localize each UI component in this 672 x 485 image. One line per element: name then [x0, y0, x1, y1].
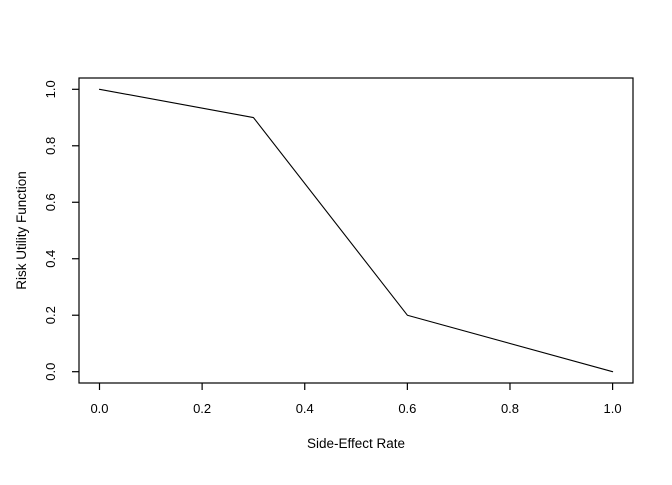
x-tick-label: 0.4	[296, 401, 314, 416]
y-tick-label: 0.8	[43, 137, 58, 155]
x-tick-label: 0.0	[90, 401, 108, 416]
x-tick-label: 1.0	[604, 401, 622, 416]
y-axis-label: Risk Utility Function	[14, 171, 29, 290]
plot-box	[78, 77, 634, 384]
y-tick-label: 0.0	[43, 363, 58, 381]
x-axis-label: Side-Effect Rate	[307, 436, 405, 451]
y-tick-label: 0.4	[43, 250, 58, 268]
y-tick-label: 0.2	[43, 306, 58, 324]
x-tick-label: 0.8	[501, 401, 519, 416]
x-tick-label: 0.6	[398, 401, 416, 416]
data-line	[98, 88, 614, 373]
y-tick-label: 0.6	[43, 193, 58, 211]
plot-dynamic-layer: 0.0 0.2 0.4 0.6 0.8 1.0 0.0 0.2 0.4 0.6 0.8 1.0	[43, 77, 634, 416]
y-tick-label: 1.0	[43, 80, 58, 98]
x-tick-label: 0.2	[193, 401, 211, 416]
